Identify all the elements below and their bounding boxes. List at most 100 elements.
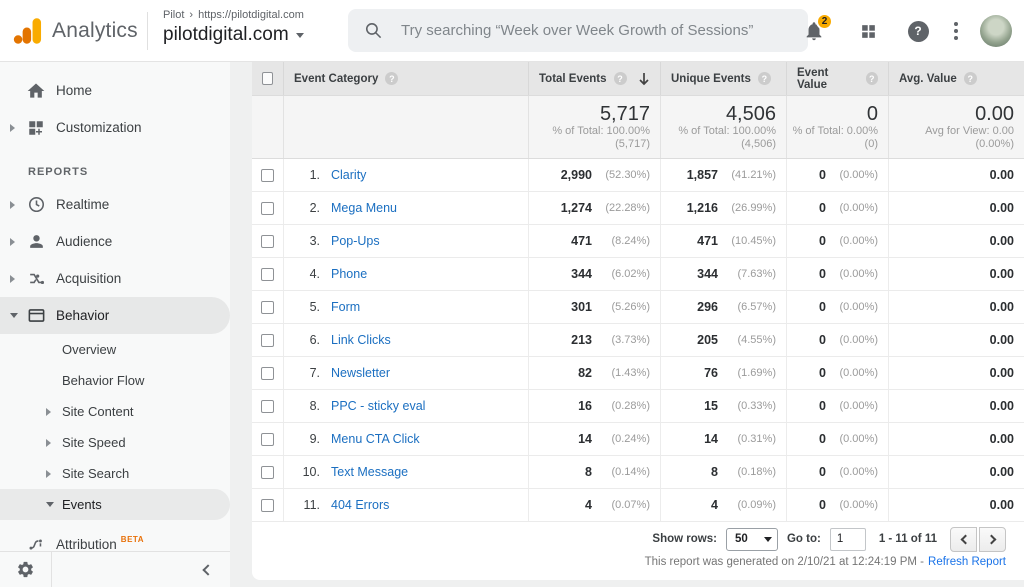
event-category-link[interactable]: 404 Errors xyxy=(331,498,390,512)
goto-page-input[interactable] xyxy=(829,527,866,551)
event-category-link[interactable]: Mega Menu xyxy=(331,201,398,215)
row-checkbox[interactable] xyxy=(261,168,274,182)
row-rank: 8. xyxy=(309,399,320,413)
expand-icon[interactable] xyxy=(10,123,15,132)
sidebar-item-behavior[interactable]: Behavior xyxy=(0,297,230,334)
expand-icon[interactable] xyxy=(10,274,15,283)
help-tooltip-icon[interactable] xyxy=(613,72,627,85)
cell-avg-value: 0.00 xyxy=(888,324,1024,356)
search-bar[interactable] xyxy=(348,9,808,52)
notifications-button[interactable]: 2 xyxy=(794,11,834,51)
table-header-row: Event Category Total Events Unique Event… xyxy=(252,62,1024,95)
behavior-icon xyxy=(28,309,44,322)
product-name: Analytics xyxy=(52,19,138,42)
row-checkbox[interactable] xyxy=(261,267,274,281)
column-header-event-value[interactable]: Event Value xyxy=(786,62,888,95)
sidebar-item-home[interactable]: Home xyxy=(0,72,230,109)
sidebar-item-site-speed[interactable]: Site Speed xyxy=(0,427,230,458)
expand-icon[interactable] xyxy=(46,407,51,416)
help-icon: ? xyxy=(907,20,929,42)
expand-icon[interactable] xyxy=(46,469,51,478)
cell-unique-events: 344 (7.63%) xyxy=(660,258,786,290)
sidebar-item-customization[interactable]: Customization xyxy=(0,109,230,146)
table-row: 3. Pop-Ups 471 (8.24%) 471 (10.45%) 0 (0… xyxy=(252,225,1024,258)
breadcrumb-property-url: https://pilotdigital.com xyxy=(198,9,304,21)
cell-unique-events: 4 (0.09%) xyxy=(660,489,786,521)
table-row: 8. PPC - sticky eval 16 (0.28%) 15 (0.33… xyxy=(252,390,1024,423)
sidebar-item-attribution[interactable]: Attribution BETA xyxy=(0,526,230,563)
more-options-button[interactable] xyxy=(942,11,970,51)
select-all-checkbox[interactable] xyxy=(262,72,273,85)
show-rows-select[interactable]: 50 xyxy=(725,527,778,551)
next-page-button[interactable] xyxy=(979,526,1006,552)
chevron-left-icon xyxy=(960,534,970,544)
sidebar-item-behavior-flow[interactable]: Behavior Flow xyxy=(62,373,145,388)
column-header-event-category[interactable]: Event Category xyxy=(283,62,528,95)
sidebar-item-realtime[interactable]: Realtime xyxy=(0,186,230,223)
collapse-icon[interactable] xyxy=(10,313,18,318)
apps-grid-button[interactable] xyxy=(848,11,888,51)
app-header: Analytics Pilot › https://pilotdigital.c… xyxy=(0,0,1024,62)
cell-avg-value: 0.00 xyxy=(888,456,1024,488)
column-header-avg-value[interactable]: Avg. Value xyxy=(888,62,1024,95)
report-generated-text: This report was generated on 2/10/21 at … xyxy=(644,556,925,568)
sort-descending-icon[interactable] xyxy=(638,72,650,86)
sidebar-item-site-search[interactable]: Site Search xyxy=(0,458,230,489)
collapse-sidebar-button[interactable] xyxy=(202,563,214,576)
column-header-unique-events[interactable]: Unique Events xyxy=(660,62,786,95)
help-tooltip-icon[interactable] xyxy=(385,72,399,85)
event-category-link[interactable]: Menu CTA Click xyxy=(331,432,420,446)
help-tooltip-icon[interactable] xyxy=(757,72,771,85)
event-category-link[interactable]: Clarity xyxy=(331,168,367,182)
sidebar-item-acquisition[interactable]: Acquisition xyxy=(0,260,230,297)
help-tooltip-icon[interactable] xyxy=(865,72,878,85)
row-checkbox[interactable] xyxy=(261,399,274,413)
cell-event-value: 0 (0.00%) xyxy=(786,192,888,224)
help-tooltip-icon[interactable] xyxy=(963,72,977,85)
collapse-icon[interactable] xyxy=(46,502,54,507)
row-range-text: 1 - 11 of 11 xyxy=(878,533,937,545)
pagination-bar: Show rows: 50 Go to: 1 - 11 of 11 xyxy=(252,522,1024,556)
event-category-link[interactable]: Newsletter xyxy=(331,366,391,380)
sidebar-item-audience[interactable]: Audience xyxy=(0,223,230,260)
row-checkbox[interactable] xyxy=(261,465,274,479)
cell-avg-value: 0.00 xyxy=(888,423,1024,455)
cell-total-events: 2,990 (52.30%) xyxy=(528,159,660,191)
admin-settings-button[interactable] xyxy=(0,552,52,587)
cell-unique-events: 8 (0.18%) xyxy=(660,456,786,488)
row-checkbox[interactable] xyxy=(261,498,274,512)
property-selector[interactable]: pilotdigital.com xyxy=(163,24,304,46)
help-button[interactable]: ? xyxy=(898,11,938,51)
row-checkbox[interactable] xyxy=(261,300,274,314)
row-checkbox[interactable] xyxy=(261,366,274,380)
expand-icon[interactable] xyxy=(10,200,15,209)
user-avatar[interactable] xyxy=(980,15,1012,47)
row-checkbox[interactable] xyxy=(261,234,274,248)
event-category-link[interactable]: Phone xyxy=(331,267,368,281)
search-input[interactable] xyxy=(401,22,792,39)
expand-icon[interactable] xyxy=(10,237,15,246)
row-rank: 6. xyxy=(309,333,320,347)
acquisition-icon xyxy=(29,273,44,285)
column-header-total-events[interactable]: Total Events xyxy=(528,62,660,95)
expand-icon[interactable] xyxy=(46,438,51,447)
event-category-link[interactable]: PPC - sticky eval xyxy=(331,399,426,413)
refresh-report-link[interactable]: Refresh Report xyxy=(928,556,1006,568)
sidebar-item-site-content[interactable]: Site Content xyxy=(0,396,230,427)
totals-avg-value: 0.00 Avg for View: 0.00 (0.00%) xyxy=(888,96,1024,158)
sidebar-item-overview[interactable]: Overview xyxy=(62,342,117,357)
event-category-link[interactable]: Text Message xyxy=(331,465,409,479)
table-row: 5. Form 301 (5.26%) 296 (6.57%) 0 (0.00%… xyxy=(252,291,1024,324)
row-checkbox[interactable] xyxy=(261,201,274,215)
sidebar-item-events[interactable]: Events xyxy=(0,489,230,520)
event-category-link[interactable]: Pop-Ups xyxy=(331,234,380,248)
event-category-link[interactable]: Form xyxy=(331,300,361,314)
event-category-link[interactable]: Link Clicks xyxy=(331,333,391,347)
row-rank: 7. xyxy=(309,366,320,380)
cell-unique-events: 1,216 (26.99%) xyxy=(660,192,786,224)
breadcrumb-separator: › xyxy=(189,9,194,21)
row-checkbox[interactable] xyxy=(261,333,274,347)
cell-event-value: 0 (0.00%) xyxy=(786,456,888,488)
row-checkbox[interactable] xyxy=(261,432,274,446)
previous-page-button[interactable] xyxy=(950,526,977,552)
